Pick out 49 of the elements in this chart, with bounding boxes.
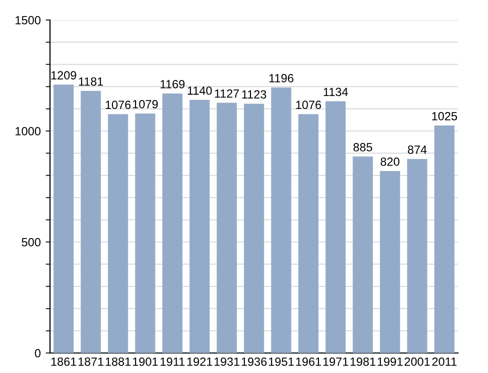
- y-tick-label: 0: [34, 349, 41, 358]
- bar: [80, 90, 101, 353]
- x-tick-label: 1981: [350, 357, 376, 366]
- data-label: 1123: [242, 90, 266, 99]
- x-tick-label: 1911: [160, 357, 185, 366]
- y-tick-label: 1000: [16, 127, 41, 136]
- x-tick-label: 1971: [323, 357, 348, 366]
- data-label: 885: [353, 143, 372, 152]
- x-tick-label: 1861: [51, 357, 76, 366]
- y-tick-label: 1500: [16, 16, 41, 24]
- bar: [216, 102, 237, 353]
- y-tick-label: 500: [22, 238, 41, 246]
- data-label: 820: [380, 157, 400, 166]
- x-tick-label: 1881: [106, 357, 131, 366]
- x-tick-label: 1921: [187, 357, 212, 366]
- x-tick-label: 1951: [268, 357, 294, 366]
- bar: [108, 114, 128, 353]
- bar: [407, 158, 428, 353]
- data-label: 1076: [106, 100, 131, 110]
- x-tick-label: 1871: [78, 357, 104, 366]
- data-label: 1169: [160, 80, 185, 88]
- bar: [298, 114, 318, 353]
- bar: [54, 84, 74, 353]
- x-tick-label: 1901: [132, 357, 158, 366]
- x-tick-label: 1991: [378, 357, 403, 366]
- x-tick-label: 2011: [432, 357, 457, 366]
- data-label: 1196: [269, 74, 294, 82]
- x-tick-label: 1936: [242, 357, 267, 366]
- data-label: 1025: [432, 112, 458, 120]
- data-label: 1127: [215, 89, 239, 98]
- data-label: 1134: [324, 88, 348, 96]
- bar: [162, 93, 182, 353]
- bar: [190, 100, 210, 353]
- x-tick-label: 2001: [404, 357, 430, 366]
- x-tick-label: 1931: [214, 357, 240, 366]
- x-tick-label: 1961: [296, 357, 321, 366]
- bar: [326, 101, 346, 353]
- bar: [352, 156, 373, 353]
- data-label: 1209: [51, 71, 76, 80]
- data-label: 1079: [132, 100, 158, 108]
- data-label: 874: [408, 146, 427, 154]
- bar: [434, 125, 454, 353]
- bar: [271, 87, 292, 353]
- data-label: 1076: [296, 100, 322, 110]
- data-label: 1140: [188, 86, 212, 95]
- bar: [380, 170, 400, 353]
- bar: [244, 104, 264, 353]
- bar: [135, 113, 156, 353]
- data-label: 1181: [79, 77, 103, 86]
